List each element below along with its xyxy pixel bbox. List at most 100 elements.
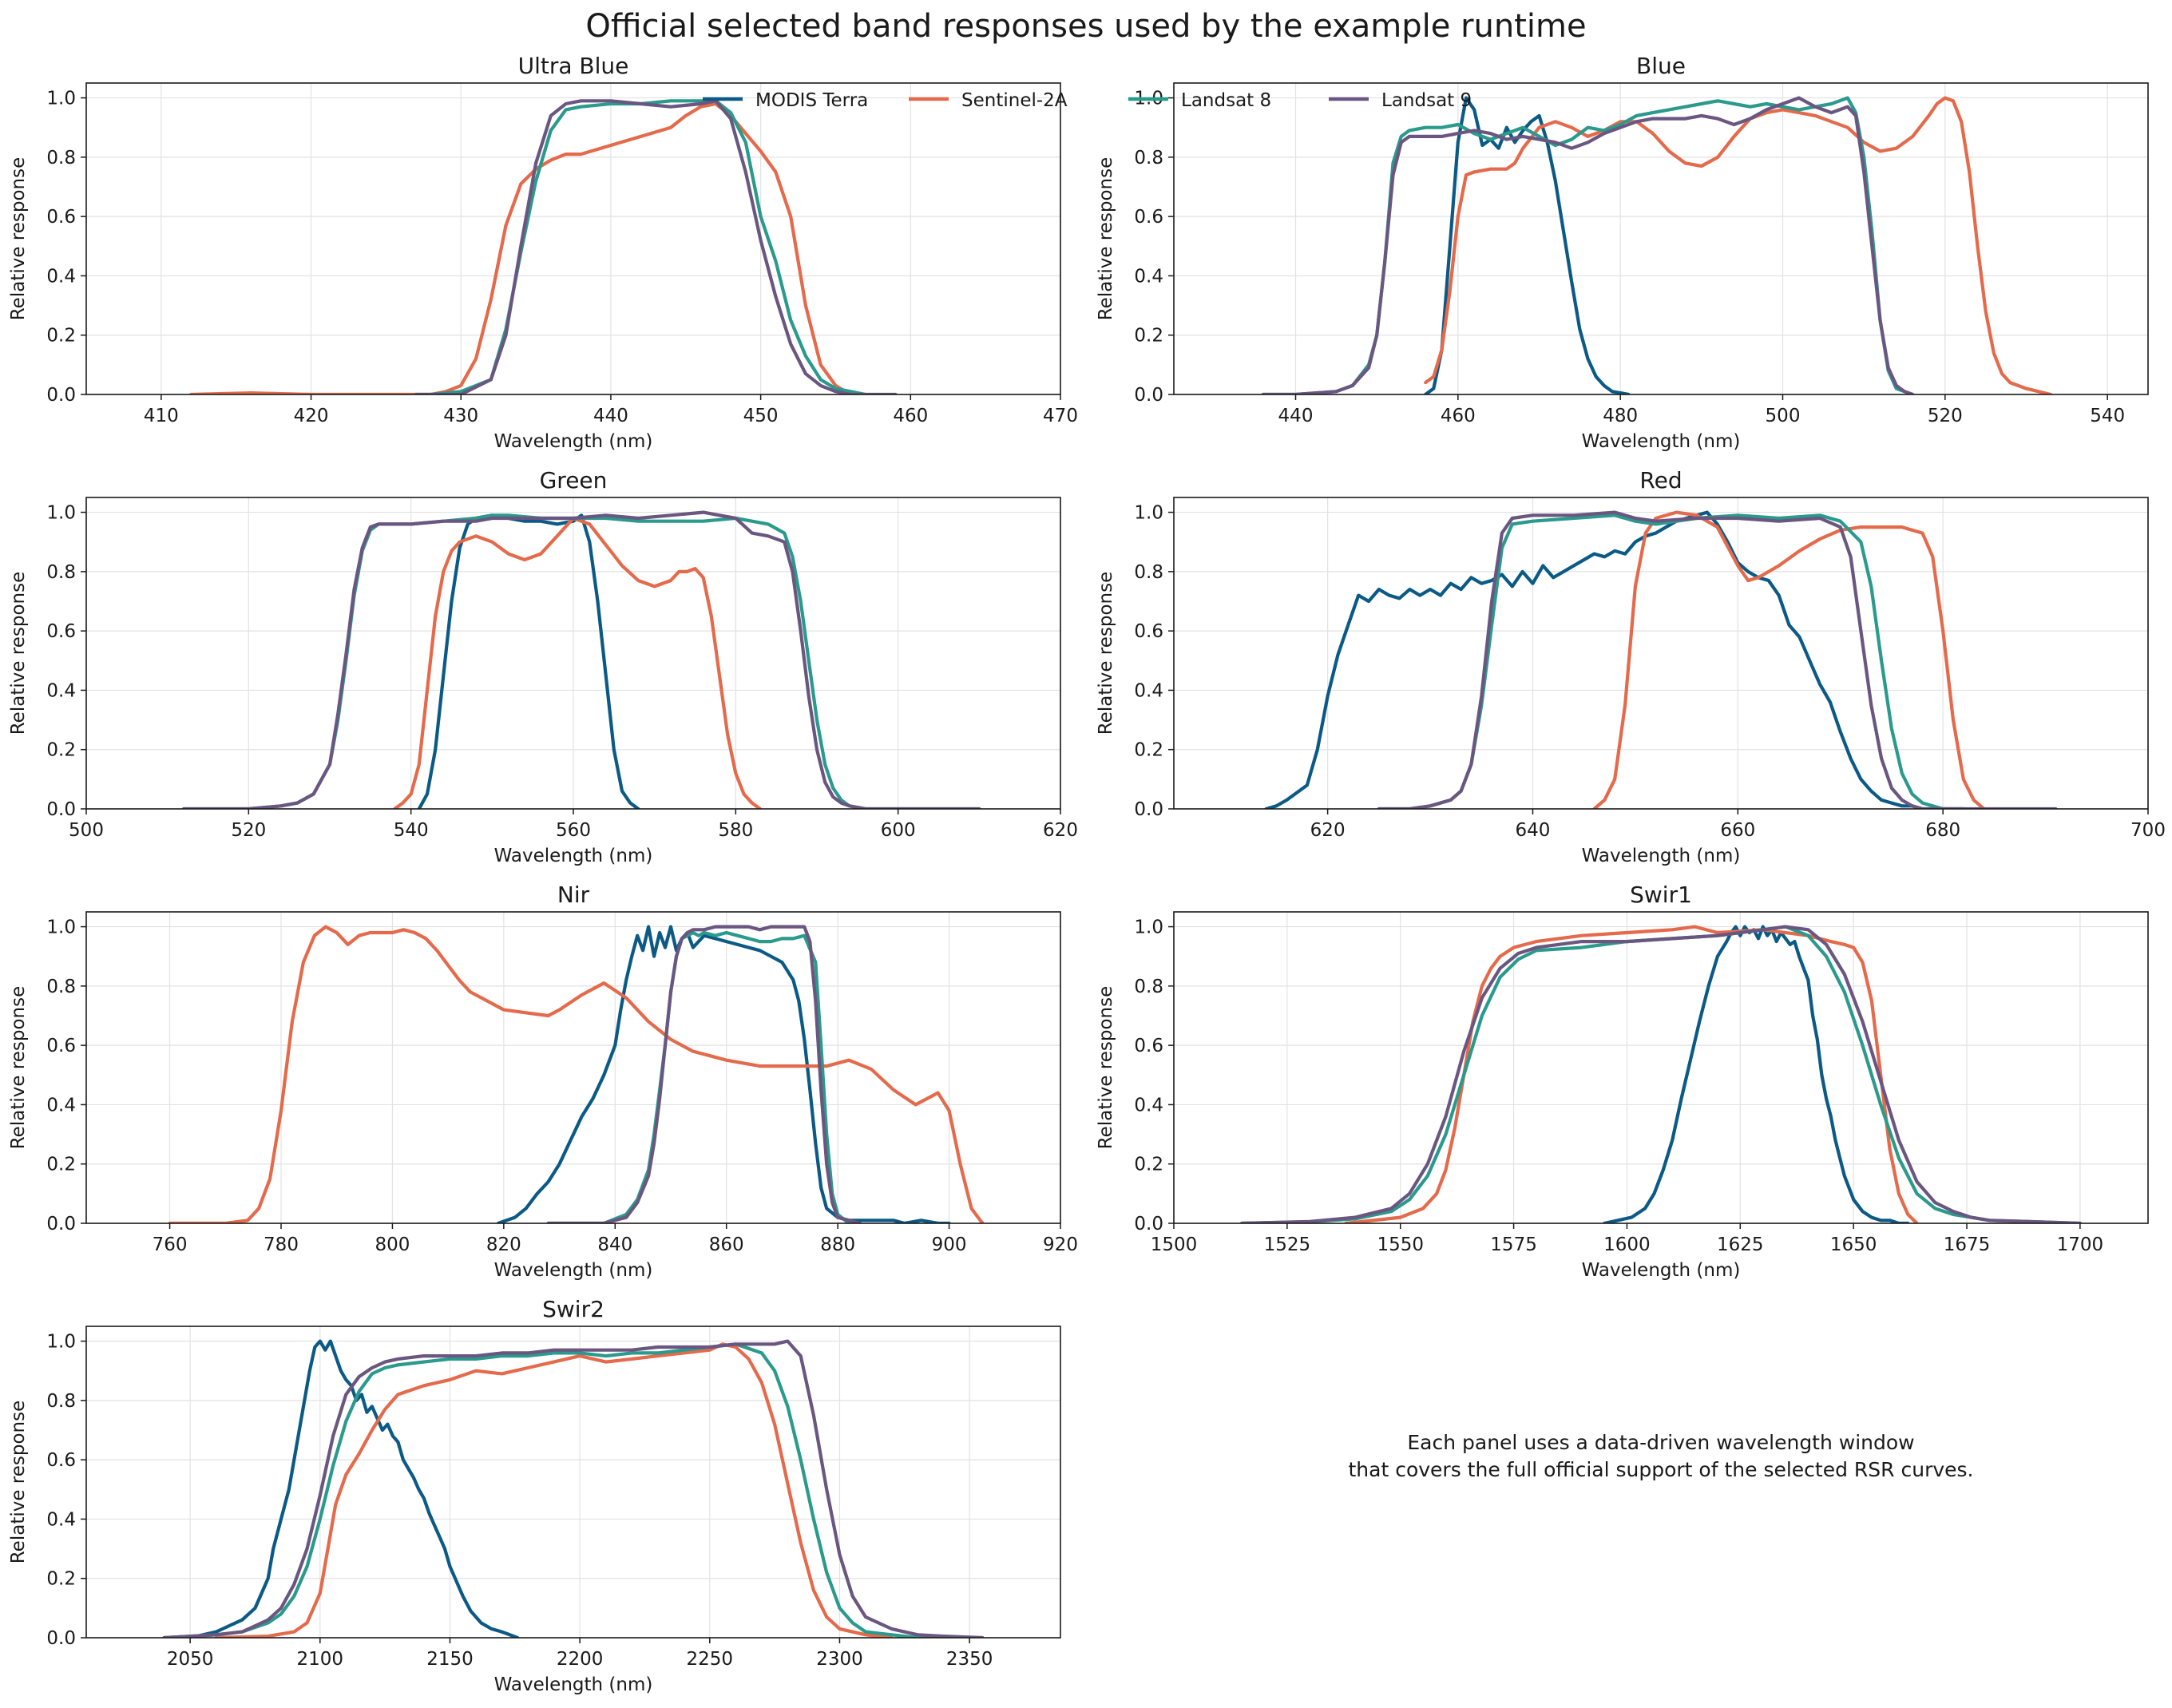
y-tick-label: 0.8 [46, 1391, 76, 1412]
y-axis-label: Relative response [1096, 157, 1116, 321]
panel-ultra-blue: 410 420 430 440 450 460 470 0.0 0.2 0.4 0.6 0.8 1.0 U… [8, 53, 1078, 452]
x-tick-label: 1575 [1490, 1234, 1537, 1255]
y-tick-label: 0.6 [1134, 621, 1163, 642]
y-axis-label: Relative response [8, 1401, 29, 1564]
series-line-landsat-8 [546, 930, 851, 1223]
series-line-sentinel-2a [1344, 925, 1919, 1223]
series-line-sentinel-2a [214, 1342, 894, 1638]
x-tick-label: 880 [820, 1234, 855, 1255]
legend-label-landsat-9: Landsat 9 [1381, 90, 1472, 111]
y-tick-label: 1.0 [46, 917, 76, 938]
y-tick-label: 0.0 [46, 1628, 76, 1649]
x-axis-label: Wavelength (nm) [494, 846, 653, 866]
y-tick-label: 0.4 [46, 680, 76, 701]
x-tick-label: 2250 [687, 1649, 734, 1670]
y-tick-label: 0.4 [1134, 266, 1163, 287]
x-axis-label: Wavelength (nm) [494, 1674, 653, 1695]
series-line-landsat-8 [162, 1342, 945, 1638]
series-line-modis-terra [162, 1339, 520, 1638]
panel-title: Swir1 [1630, 882, 1692, 908]
y-axis-label: Relative response [8, 572, 29, 735]
panel-note-line-1: Each panel uses a data-driven wavelength… [1407, 1431, 1915, 1454]
y-tick-label: 0.8 [1134, 562, 1163, 583]
y-tick-label: 0.8 [46, 148, 76, 168]
x-tick-label: 500 [1766, 406, 1801, 426]
x-axis-label: Wavelength (nm) [494, 1260, 653, 1281]
x-tick-label: 420 [294, 406, 329, 426]
panel-note-line-2: that covers the full official support of… [1348, 1458, 1974, 1481]
series-line-landsat-9 [546, 925, 862, 1223]
x-tick-label: 660 [1720, 820, 1755, 841]
axes-frame [1173, 82, 2149, 395]
panel-swir2: 2050 2100 2150 2200 2250 2300 2350 0.0 0.2 0.4 0.6… [8, 1296, 1061, 1695]
x-tick-label: 1650 [1830, 1234, 1877, 1255]
x-tick-label: 1625 [1717, 1234, 1764, 1255]
y-tick-label: 0.2 [46, 1569, 76, 1590]
x-tick-label: 820 [486, 1234, 521, 1255]
panel-green: 500 520 540 560 580 600 620 0.0 0.2 0.4 0.6 0.8 1.0 G… [8, 467, 1078, 866]
x-tick-label: 620 [1310, 820, 1346, 841]
x-tick-label: 840 [597, 1234, 632, 1255]
y-tick-label: 0.6 [46, 1036, 76, 1056]
series-line-sentinel-2a [168, 925, 985, 1223]
panel-blue: 440 460 480 500 520 5400.00.20.40.60.81.0Blue… [1096, 53, 2149, 452]
x-tick-label: 620 [1043, 820, 1078, 841]
series-line-sentinel-2a [1424, 96, 2053, 394]
y-tick-label: 1.0 [46, 1332, 76, 1353]
x-tick-label: 1675 [1944, 1234, 1991, 1255]
series-line-landsat-9 [414, 99, 898, 394]
x-tick-label: 900 [932, 1234, 967, 1255]
series-line-landsat-8 [1261, 96, 1915, 394]
panel-note: Each panel uses a data-driven wavelength… [1150, 1429, 2172, 1484]
y-tick-label: 0.2 [1134, 326, 1163, 347]
y-tick-label: 0.4 [46, 1509, 76, 1530]
y-tick-label: 0.4 [1134, 1095, 1163, 1116]
series-line-landsat-9 [181, 510, 981, 809]
x-tick-label: 1550 [1377, 1234, 1424, 1255]
y-tick-label: 1.0 [1134, 503, 1163, 524]
series-line-modis-terra [1602, 925, 1910, 1223]
x-tick-label: 580 [718, 820, 753, 841]
y-tick-label: 0.8 [46, 977, 76, 997]
y-tick-label: 0.6 [1134, 1036, 1163, 1056]
legend-label-landsat-8: Landsat 8 [1181, 90, 1271, 111]
axes-frame [85, 82, 1061, 395]
x-tick-label: 540 [394, 820, 429, 841]
axes-frame [85, 1326, 1061, 1639]
x-tick-label: 600 [881, 820, 916, 841]
x-tick-label: 800 [375, 1234, 410, 1255]
panel-swir1: 1500 1525 1550 1575 1600 1625 1650 1675 1700 0.0 0… [1096, 882, 2149, 1281]
x-tick-label: 440 [593, 406, 628, 426]
legend: MODIS Terra Sentinel-2A Landsat 8 Landsat 9 [703, 90, 1472, 111]
panel-title: Nir [557, 882, 590, 908]
legend-label-sentinel-2a: Sentinel-2A [961, 90, 1068, 111]
series-line-modis-terra [417, 513, 640, 809]
x-tick-label: 430 [443, 406, 478, 426]
x-tick-label: 2150 [426, 1649, 474, 1670]
x-tick-label: 460 [1441, 406, 1476, 426]
y-tick-label: 0.6 [46, 621, 76, 642]
x-tick-label: 700 [2130, 820, 2166, 841]
panel-title: Ultra Blue [518, 53, 629, 79]
y-tick-label: 0.0 [1134, 385, 1163, 406]
x-tick-label: 2050 [167, 1649, 214, 1670]
x-tick-label: 1600 [1603, 1234, 1651, 1255]
panel-title: Swir2 [542, 1296, 604, 1322]
series-line-modis-terra [496, 925, 951, 1223]
y-tick-label: 0.8 [46, 562, 76, 583]
y-tick-label: 0.2 [1134, 740, 1163, 761]
x-tick-label: 500 [69, 820, 104, 841]
x-axis-label: Wavelength (nm) [494, 431, 653, 452]
x-tick-label: 520 [231, 820, 266, 841]
x-tick-label: 1500 [1151, 1234, 1198, 1255]
y-tick-label: 0.0 [46, 799, 76, 820]
y-axis-label: Relative response [1096, 986, 1116, 1150]
y-tick-label: 1.0 [46, 503, 76, 524]
y-tick-label: 1.0 [46, 89, 76, 109]
x-tick-label: 1700 [2057, 1234, 2104, 1255]
series-line-landsat-8 [429, 99, 868, 394]
x-tick-label: 2200 [557, 1649, 604, 1670]
y-tick-label: 0.6 [1134, 207, 1163, 228]
x-axis-label: Wavelength (nm) [1582, 1260, 1741, 1281]
